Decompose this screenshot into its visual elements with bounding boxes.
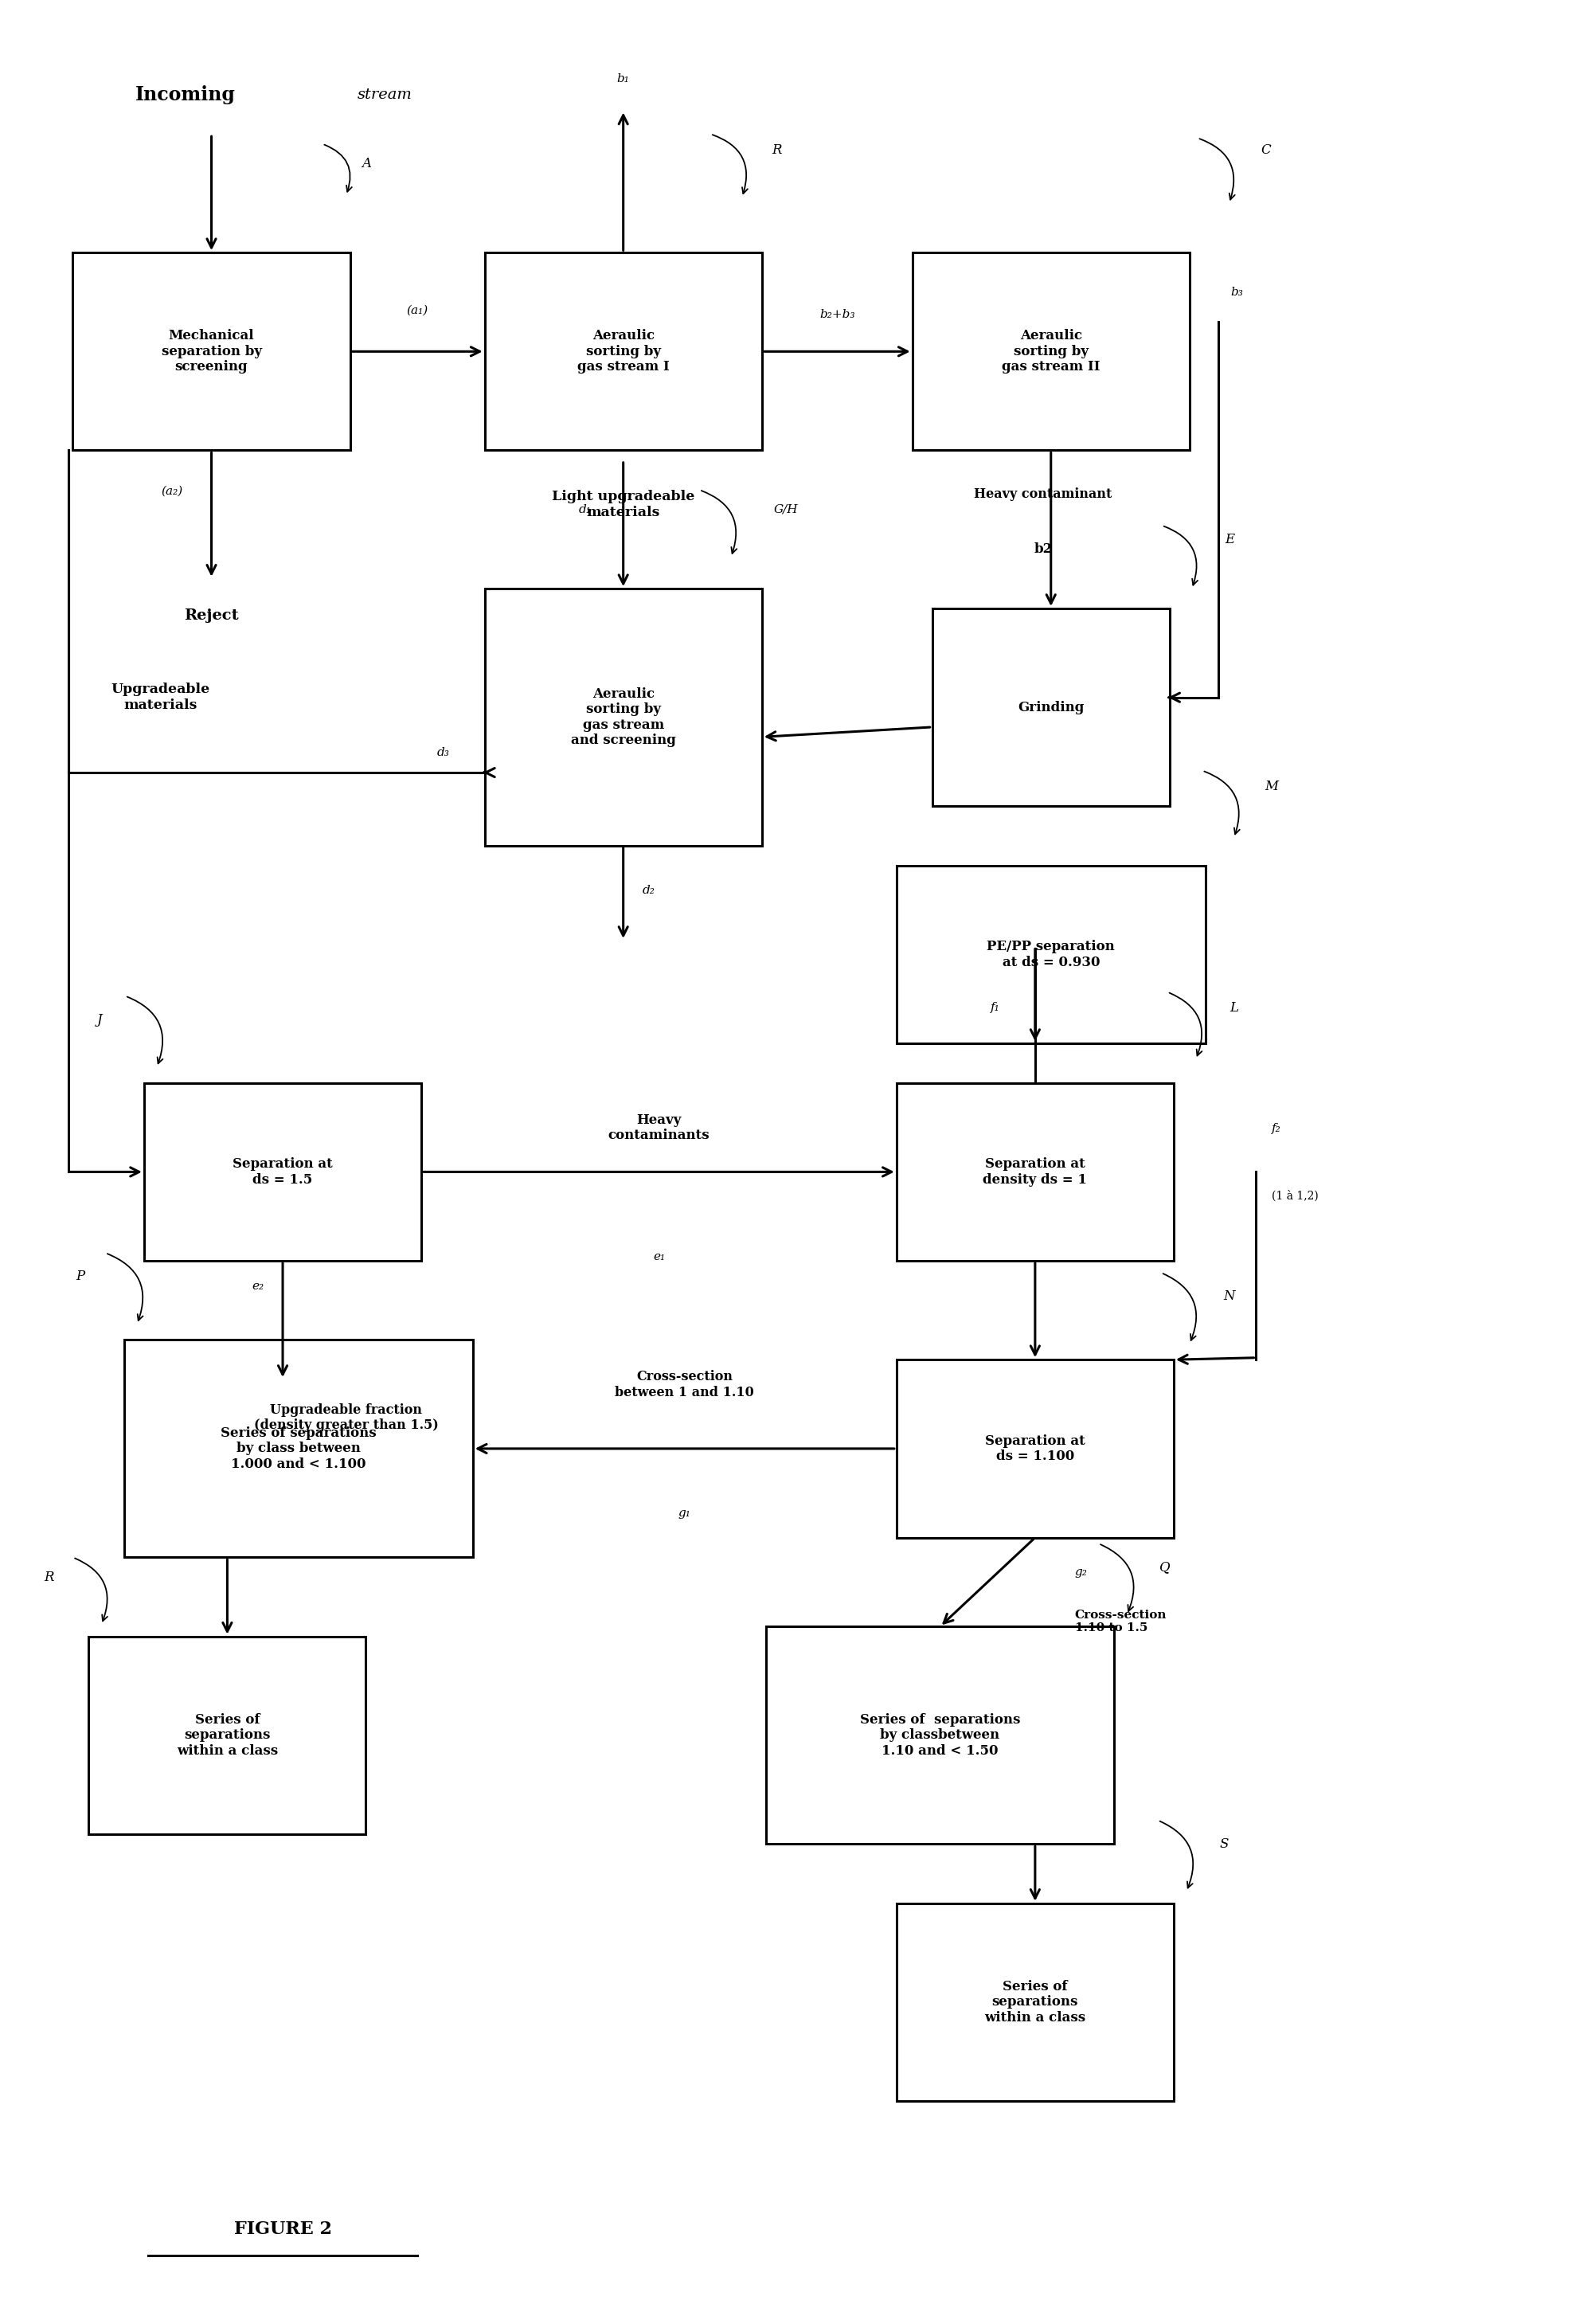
Text: g₁: g₁ xyxy=(678,1508,691,1520)
Text: N: N xyxy=(1223,1290,1235,1304)
Text: Aeraulic
sorting by
gas stream II: Aeraulic sorting by gas stream II xyxy=(1002,330,1101,374)
Text: J: J xyxy=(97,1013,102,1027)
Text: Cross-section
between 1 and 1.10: Cross-section between 1 and 1.10 xyxy=(616,1371,754,1399)
Text: R: R xyxy=(772,144,782,156)
FancyBboxPatch shape xyxy=(144,1083,421,1262)
Text: Incoming: Incoming xyxy=(136,86,236,105)
Text: Series of separations
by class between
1.000 and < 1.100: Series of separations by class between 1… xyxy=(220,1427,376,1471)
Text: d₁: d₁ xyxy=(579,504,592,516)
Text: E: E xyxy=(1225,532,1235,546)
Text: M: M xyxy=(1265,779,1279,792)
Text: PE/PP separation
at ds = 0.930: PE/PP separation at ds = 0.930 xyxy=(987,939,1115,969)
Text: A: A xyxy=(362,158,372,170)
FancyBboxPatch shape xyxy=(485,588,762,846)
Text: b₁: b₁ xyxy=(617,74,630,84)
Text: Heavy
contaminants: Heavy contaminants xyxy=(608,1113,710,1141)
Text: L: L xyxy=(1230,1002,1238,1016)
Text: b₂+b₃: b₂+b₃ xyxy=(820,309,855,321)
Text: b2: b2 xyxy=(1034,541,1053,555)
Text: Upgradeable
materials: Upgradeable materials xyxy=(112,683,211,711)
Text: d₂: d₂ xyxy=(643,885,656,897)
Text: Upgradeable fraction
(density greater than 1.5): Upgradeable fraction (density greater th… xyxy=(254,1404,439,1432)
Text: Grinding: Grinding xyxy=(1018,700,1085,713)
Text: Aeraulic
sorting by
gas stream
and screening: Aeraulic sorting by gas stream and scree… xyxy=(571,688,676,748)
FancyBboxPatch shape xyxy=(485,253,762,451)
Text: G/H: G/H xyxy=(774,504,798,516)
Text: f₁: f₁ xyxy=(990,1002,1000,1013)
Text: Separation at
ds = 1.100: Separation at ds = 1.100 xyxy=(986,1434,1085,1464)
FancyBboxPatch shape xyxy=(124,1341,472,1557)
Text: (a₂): (a₂) xyxy=(161,486,183,497)
Text: Mechanical
separation by
screening: Mechanical separation by screening xyxy=(161,330,262,374)
Text: Series of
separations
within a class: Series of separations within a class xyxy=(984,1980,1086,2024)
FancyBboxPatch shape xyxy=(73,253,349,451)
Text: FIGURE 2: FIGURE 2 xyxy=(234,2222,332,2238)
Text: d₃: d₃ xyxy=(437,748,450,758)
Text: Q: Q xyxy=(1160,1559,1171,1573)
Text: Series of
separations
within a class: Series of separations within a class xyxy=(177,1713,278,1757)
Text: Series of  separations
by classbetween
1.10 and < 1.50: Series of separations by classbetween 1.… xyxy=(860,1713,1021,1757)
Text: (a₁): (a₁) xyxy=(407,304,427,316)
Text: Heavy contaminant: Heavy contaminant xyxy=(975,488,1112,500)
Text: b₃: b₃ xyxy=(1231,286,1244,297)
Text: R: R xyxy=(45,1571,54,1585)
FancyBboxPatch shape xyxy=(896,1360,1174,1538)
Text: (1 à 1,2): (1 à 1,2) xyxy=(1271,1190,1319,1202)
Text: g₂: g₂ xyxy=(1075,1566,1088,1578)
Text: Separation at
ds = 1.5: Separation at ds = 1.5 xyxy=(233,1157,333,1188)
Text: Light upgradeable
materials: Light upgradeable materials xyxy=(552,490,695,518)
FancyBboxPatch shape xyxy=(896,1083,1174,1262)
Text: Separation at
density ds = 1: Separation at density ds = 1 xyxy=(983,1157,1088,1188)
Text: e₂: e₂ xyxy=(252,1281,263,1292)
Text: e₁: e₁ xyxy=(652,1250,665,1262)
Text: Cross-section
1.10 to 1.5: Cross-section 1.10 to 1.5 xyxy=(1075,1611,1166,1634)
Text: S: S xyxy=(1220,1838,1228,1850)
Text: f₂: f₂ xyxy=(1271,1122,1281,1134)
FancyBboxPatch shape xyxy=(896,865,1206,1043)
FancyBboxPatch shape xyxy=(89,1636,365,1834)
FancyBboxPatch shape xyxy=(931,609,1169,806)
Text: C: C xyxy=(1260,144,1271,156)
FancyBboxPatch shape xyxy=(912,253,1190,451)
Text: P: P xyxy=(75,1269,85,1283)
Text: stream: stream xyxy=(357,88,412,102)
FancyBboxPatch shape xyxy=(896,1903,1174,2101)
Text: Aeraulic
sorting by
gas stream I: Aeraulic sorting by gas stream I xyxy=(577,330,670,374)
Text: Reject: Reject xyxy=(183,609,239,623)
FancyBboxPatch shape xyxy=(766,1627,1115,1843)
